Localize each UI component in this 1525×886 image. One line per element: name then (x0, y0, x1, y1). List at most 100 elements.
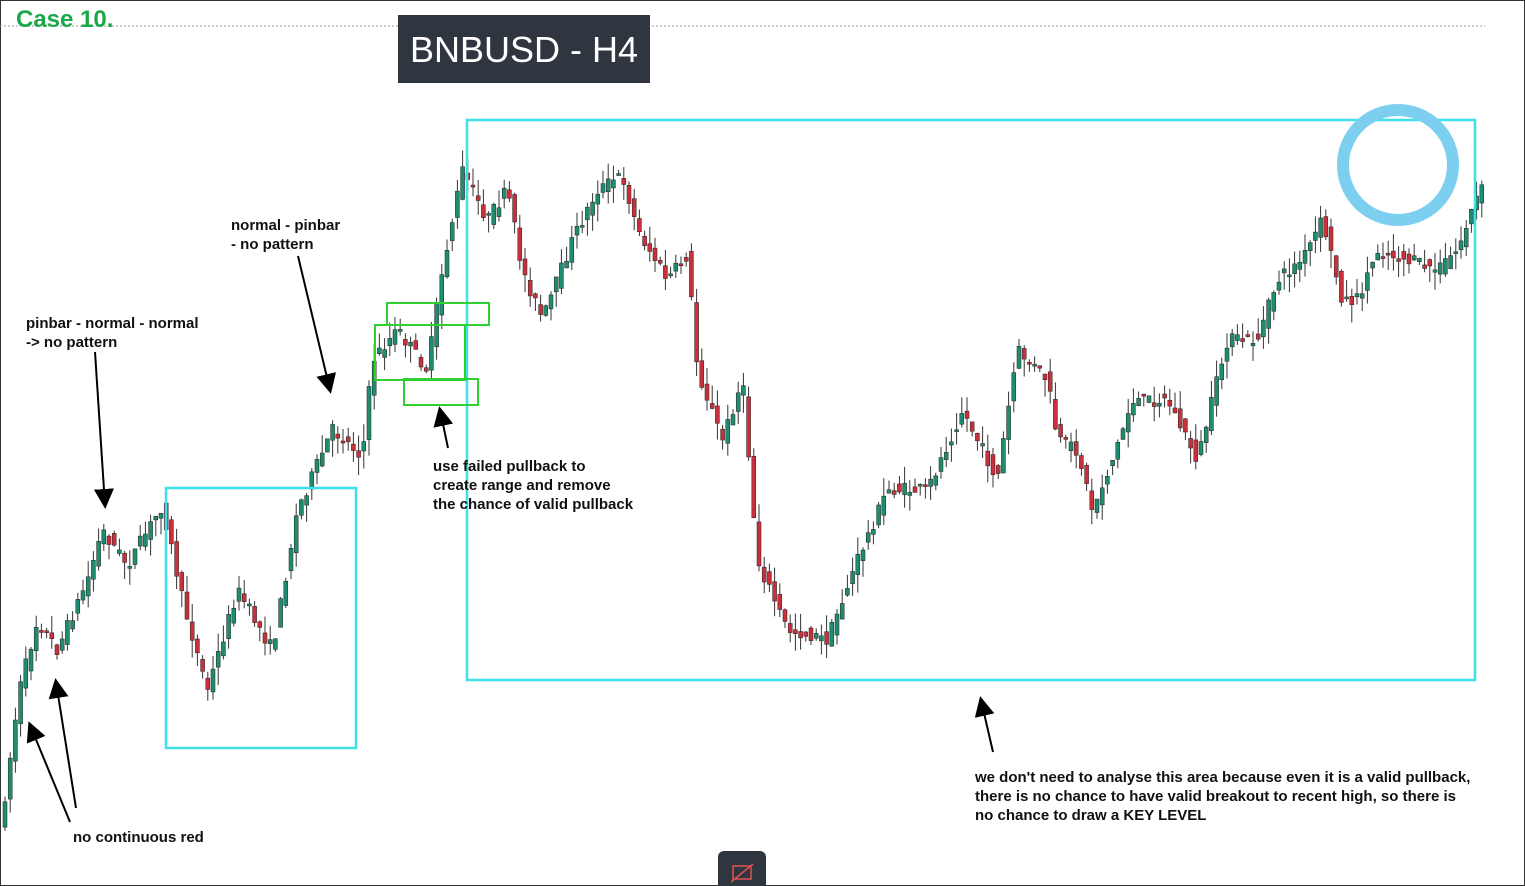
candle-body (382, 349, 387, 358)
candle-body (2, 801, 8, 828)
candle-body (1349, 295, 1355, 305)
candle-body (1001, 438, 1006, 474)
candle-body (663, 265, 668, 279)
candle-body (631, 198, 637, 217)
candle-body (876, 504, 881, 526)
candle-body (725, 419, 731, 444)
candle-body (189, 621, 195, 641)
candle-body (553, 276, 559, 293)
candle-body (429, 336, 434, 371)
candle-body (1328, 226, 1334, 251)
candle-body (1177, 408, 1183, 429)
candle-body (1115, 441, 1121, 460)
candle-body (236, 587, 242, 602)
candle-body (309, 471, 315, 490)
toolbar-button[interactable] (718, 851, 766, 886)
candle-body (184, 591, 190, 620)
candle-body (403, 339, 408, 346)
candle-body (1058, 424, 1063, 438)
candle-body (1042, 373, 1048, 381)
candle-body (512, 194, 517, 223)
annotation-line: create range and remove (433, 477, 611, 494)
pullback-box (164, 486, 358, 750)
candle-body (507, 189, 512, 199)
candle-body (137, 535, 143, 547)
candle-body (252, 606, 257, 623)
candle-body (777, 594, 783, 610)
candle-body (1073, 441, 1079, 456)
candle-body (1162, 393, 1167, 399)
candle-body (304, 495, 309, 506)
annotation-line: no continuous red (73, 829, 204, 846)
candle-body (569, 237, 575, 263)
candle-body (1167, 399, 1173, 407)
candle-body (449, 222, 455, 241)
candle-body (767, 571, 772, 585)
candle-body (44, 630, 49, 633)
candle-body (278, 598, 283, 628)
candle-body (886, 489, 892, 494)
candle-body (657, 260, 663, 264)
candle-body (59, 638, 65, 651)
candle-body (439, 274, 445, 316)
candle-body (1391, 250, 1396, 259)
candle-body (1229, 333, 1235, 348)
candle-body (1183, 418, 1188, 433)
candle-body (455, 190, 460, 218)
candle-body (397, 329, 403, 332)
arrow (26, 721, 71, 823)
green-box (403, 378, 479, 406)
candle-body (408, 341, 413, 347)
candle-body (96, 540, 101, 567)
candle-body (174, 541, 179, 577)
annotation-line: no chance to draw a KEY LEVEL (975, 807, 1206, 824)
candle-body (579, 225, 585, 228)
candle-body (798, 631, 803, 639)
candle-body (793, 629, 798, 634)
candle-body (49, 632, 55, 639)
candle-body (673, 262, 679, 272)
candle-body (65, 620, 70, 645)
candle-body (413, 340, 419, 350)
candle-body (377, 347, 382, 354)
candle-body (891, 490, 897, 495)
arrow (974, 696, 995, 753)
candle-body (1021, 348, 1027, 360)
candle-body (1287, 274, 1292, 278)
candle-body (1266, 299, 1271, 329)
candle-body (148, 521, 153, 540)
candle-body (1313, 231, 1318, 241)
candle-body (517, 227, 523, 261)
candle-body (1250, 342, 1256, 347)
candle-body (834, 613, 840, 636)
candle-body (1099, 487, 1105, 506)
candle-body (1292, 263, 1297, 274)
candle-body (787, 623, 793, 633)
candle-body (527, 280, 533, 297)
candle-body (195, 638, 200, 654)
candle-body (85, 576, 91, 597)
candle-body (1224, 347, 1230, 362)
candle-body (683, 257, 689, 262)
candle-body (231, 607, 237, 624)
candle-body (75, 599, 81, 614)
candle-body (1261, 319, 1266, 338)
candle-body (761, 566, 767, 583)
candle-body (210, 668, 216, 693)
candle-body (91, 559, 96, 580)
candle-body (460, 166, 465, 200)
candle-body (392, 329, 398, 345)
candle-body (938, 457, 944, 472)
candle-body (1240, 338, 1245, 342)
candle-body (491, 203, 497, 225)
candle-body (1141, 393, 1147, 397)
candle-body (1136, 397, 1141, 406)
candle-body (200, 659, 205, 672)
candle-body (756, 521, 762, 567)
annotation-line: there is no chance to have valid breakou… (975, 788, 1456, 805)
candle-body (481, 204, 486, 218)
candle-body (1037, 365, 1043, 369)
candle-body (595, 193, 601, 205)
case-label: Case 10. (16, 6, 113, 33)
